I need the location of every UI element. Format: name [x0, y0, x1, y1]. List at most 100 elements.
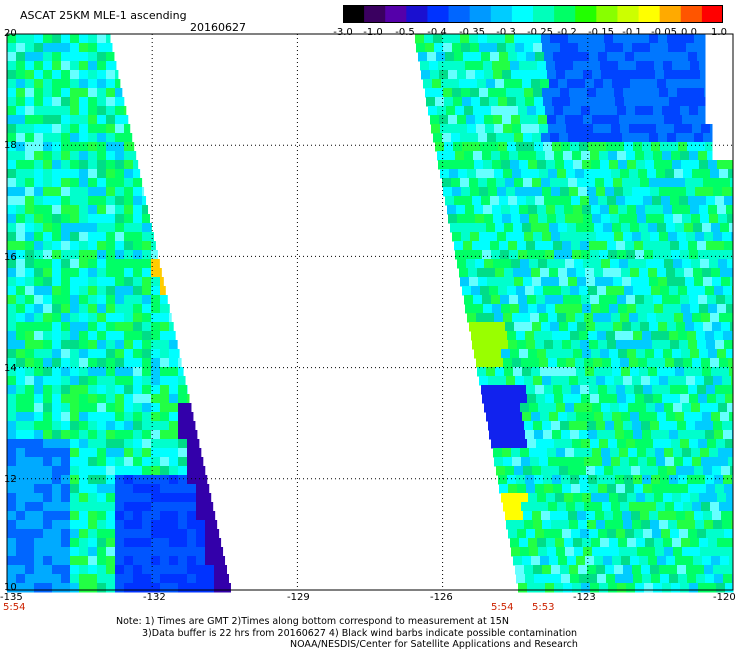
swath-cell: [514, 133, 524, 143]
swath-cell: [451, 34, 461, 44]
swath-cell: [510, 61, 520, 71]
swath-cell: [551, 187, 561, 197]
swath-cell: [7, 268, 17, 278]
swath-cell: [142, 493, 152, 503]
swath-cell: [25, 394, 35, 404]
swath-cell: [34, 250, 44, 260]
swath-cell: [494, 124, 504, 134]
swath-cell: [588, 475, 598, 485]
swath-cell: [16, 502, 26, 512]
swath-cell: [52, 205, 62, 215]
swath-cell: [106, 448, 116, 458]
swath-cell: [196, 565, 206, 575]
swath-cell: [632, 421, 642, 431]
swath-cell: [142, 313, 152, 323]
lat-label: 18: [4, 140, 17, 151]
swath-cell: [549, 556, 559, 566]
swath-cell: [518, 250, 528, 260]
swath-cell: [106, 259, 116, 269]
swath-cell: [79, 286, 89, 296]
colorbar-swatch: [533, 5, 555, 23]
swath-cell: [544, 529, 554, 539]
swath-cell: [668, 520, 678, 530]
swath-cell: [70, 529, 80, 539]
swath-cell: [612, 367, 622, 377]
swath-cell: [586, 178, 596, 188]
swath-cell: [534, 142, 544, 152]
swath-cell: [496, 322, 506, 332]
swath-cell: [550, 133, 560, 143]
swath-cell: [124, 277, 134, 287]
swath-cell: [70, 520, 80, 530]
swath-cell: [52, 466, 62, 476]
swath-cell: [61, 493, 71, 503]
swath-cell: [533, 43, 543, 53]
swath-cell: [25, 250, 35, 260]
swath-cell: [618, 493, 628, 503]
swath-cell: [692, 124, 702, 134]
swath-cell: [659, 565, 669, 575]
swath-cell: [592, 259, 602, 269]
swath-cell: [187, 394, 190, 404]
swath-cell: [628, 259, 638, 269]
swath-cell: [43, 403, 53, 413]
swath-cell: [641, 520, 651, 530]
swath-cell: [584, 313, 594, 323]
swath-cell: [106, 205, 116, 215]
swath-cell: [97, 61, 107, 71]
swath-cell: [52, 277, 62, 287]
swath-cell: [61, 124, 71, 134]
swath-cell: [470, 88, 480, 98]
swath-cell: [115, 385, 125, 395]
swath-cell: [581, 151, 591, 161]
swath-cell: [558, 556, 568, 566]
swath-cell: [601, 403, 611, 413]
swath-cell: [603, 268, 613, 278]
swath-cell: [43, 304, 53, 314]
swath-cell: [716, 439, 726, 449]
swath-cell: [706, 340, 716, 350]
swath-cell: [727, 448, 734, 458]
swath-cell: [151, 421, 161, 431]
swath-cell: [649, 466, 659, 476]
swath-cell: [205, 511, 215, 521]
swath-cell: [691, 214, 701, 224]
swath-cell: [568, 277, 578, 287]
swath-cell: [646, 259, 656, 269]
swath-cell: [655, 115, 665, 125]
swath-cell: [647, 313, 657, 323]
swath-cell: [133, 277, 143, 287]
lon-label: -120: [713, 592, 736, 603]
swath-cell: [713, 565, 723, 575]
swath-cell: [634, 484, 644, 494]
swath-cell: [178, 367, 184, 377]
swath-cell: [160, 295, 168, 305]
swath-cell: [97, 502, 107, 512]
swath-cell: [575, 502, 585, 512]
swath-cell: [34, 547, 44, 557]
swath-cell: [578, 565, 588, 575]
swath-cell: [678, 430, 688, 440]
swath-cell: [133, 421, 143, 431]
swath-cell: [34, 277, 44, 287]
swath-cell: [16, 439, 26, 449]
swath-cell: [711, 223, 721, 233]
swath-cell: [70, 295, 80, 305]
swath-cell: [187, 439, 197, 449]
swath-cell: [528, 349, 538, 359]
swath-cell: [544, 52, 554, 62]
swath-cell: [7, 574, 17, 584]
swath-cell: [25, 358, 35, 368]
swath-cell: [509, 250, 519, 260]
swath-cell: [43, 259, 53, 269]
swath-cell: [528, 538, 538, 548]
swath-cell: [34, 214, 44, 224]
swath-cell: [506, 187, 516, 197]
swath-cell: [52, 376, 62, 386]
colorbar-label: -0.5: [395, 27, 415, 38]
colorbar-swatch: [659, 5, 682, 23]
swath-cell: [691, 259, 701, 269]
swath-cell: [552, 430, 562, 440]
swath-cell: [7, 79, 17, 89]
swath-cell: [481, 340, 491, 350]
